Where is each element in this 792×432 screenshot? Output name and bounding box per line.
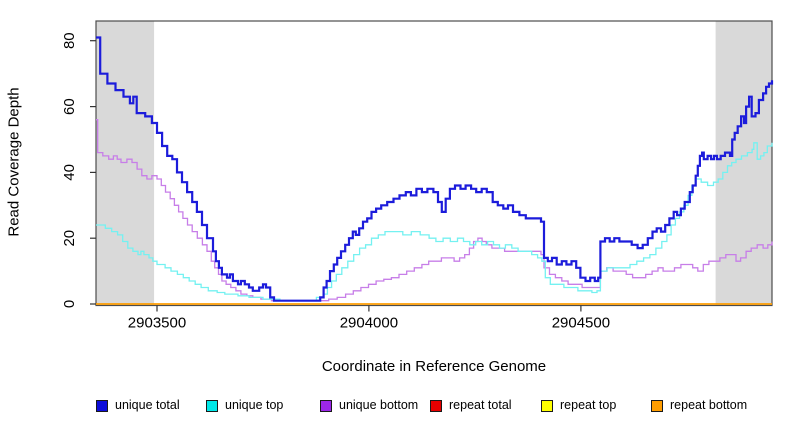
series-unique-total xyxy=(96,36,774,302)
x-tick-label: 2904500 xyxy=(552,315,610,332)
unique-top-swatch-icon xyxy=(206,399,218,412)
x-tick-label: 2903500 xyxy=(128,315,186,332)
y-tick-label: 60 xyxy=(61,98,78,115)
y-tick-label: 20 xyxy=(61,230,78,247)
repeat-total-swatch-icon xyxy=(430,399,442,412)
shaded-edge-region xyxy=(715,21,772,306)
y-tick-label: 40 xyxy=(61,164,78,181)
series-unique-top xyxy=(96,142,773,302)
legend-label: repeat bottom xyxy=(670,398,748,412)
series-unique-bottom xyxy=(96,119,773,302)
legend-item-unique-total: unique total xyxy=(96,399,180,412)
legend-item-repeat-top: repeat top xyxy=(541,399,616,412)
unique-bottom-swatch-icon xyxy=(320,399,332,412)
legend-item-repeat-total: repeat total xyxy=(430,399,512,412)
plot-box xyxy=(95,20,773,307)
repeat-top-swatch-icon xyxy=(541,399,553,412)
y-tick-label: 0 xyxy=(61,300,78,308)
shaded-edge-region xyxy=(96,21,155,306)
legend-label: unique top xyxy=(225,398,284,412)
legend-label: repeat top xyxy=(560,398,617,412)
legend-label: repeat total xyxy=(449,398,512,412)
repeat-bottom-swatch-icon xyxy=(651,399,663,412)
legend-item-unique-bottom: unique bottom xyxy=(320,399,418,412)
y-axis-title: Read Coverage Depth xyxy=(5,87,23,237)
legend-label: unique total xyxy=(115,398,180,412)
x-tick-label: 2904000 xyxy=(340,315,398,332)
unique-total-swatch-icon xyxy=(96,399,108,412)
y-tick-label: 80 xyxy=(61,32,78,49)
x-axis-title: Coordinate in Reference Genome xyxy=(321,358,547,375)
legend-item-unique-top: unique top xyxy=(206,399,283,412)
legend-item-repeat-bottom: repeat bottom xyxy=(651,399,747,412)
legend-label: unique bottom xyxy=(339,398,419,412)
